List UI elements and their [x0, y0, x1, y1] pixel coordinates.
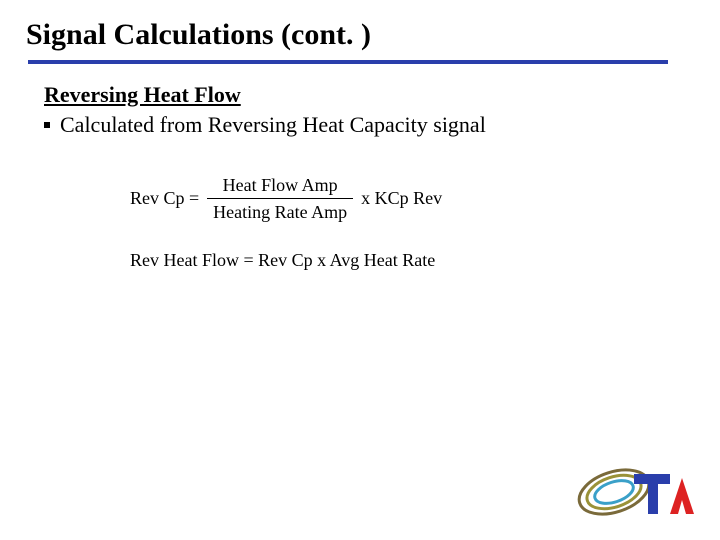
formula1-fraction: Heat Flow Amp Heating Rate Amp — [207, 174, 353, 224]
title-underline — [28, 60, 668, 64]
ta-logo — [576, 462, 696, 522]
bullet-text: Calculated from Reversing Heat Capacity … — [60, 110, 486, 140]
fraction-bar — [207, 198, 353, 199]
formula1-denominator: Heating Rate Amp — [207, 201, 353, 224]
formula1-numerator: Heat Flow Amp — [217, 174, 344, 197]
bullet-marker — [44, 122, 50, 128]
page-title: Signal Calculations (cont. ) — [26, 18, 694, 52]
formula1-rhs: x KCp Rev — [361, 188, 442, 209]
formula1-lhs: Rev Cp = — [130, 188, 199, 209]
formula-rev-cp: Rev Cp = Heat Flow Amp Heating Rate Amp … — [130, 174, 694, 224]
section-heading: Reversing Heat Flow — [44, 82, 694, 108]
bullet-item: Calculated from Reversing Heat Capacity … — [44, 110, 694, 140]
formula-rev-heat-flow: Rev Heat Flow = Rev Cp x Avg Heat Rate — [130, 250, 694, 271]
